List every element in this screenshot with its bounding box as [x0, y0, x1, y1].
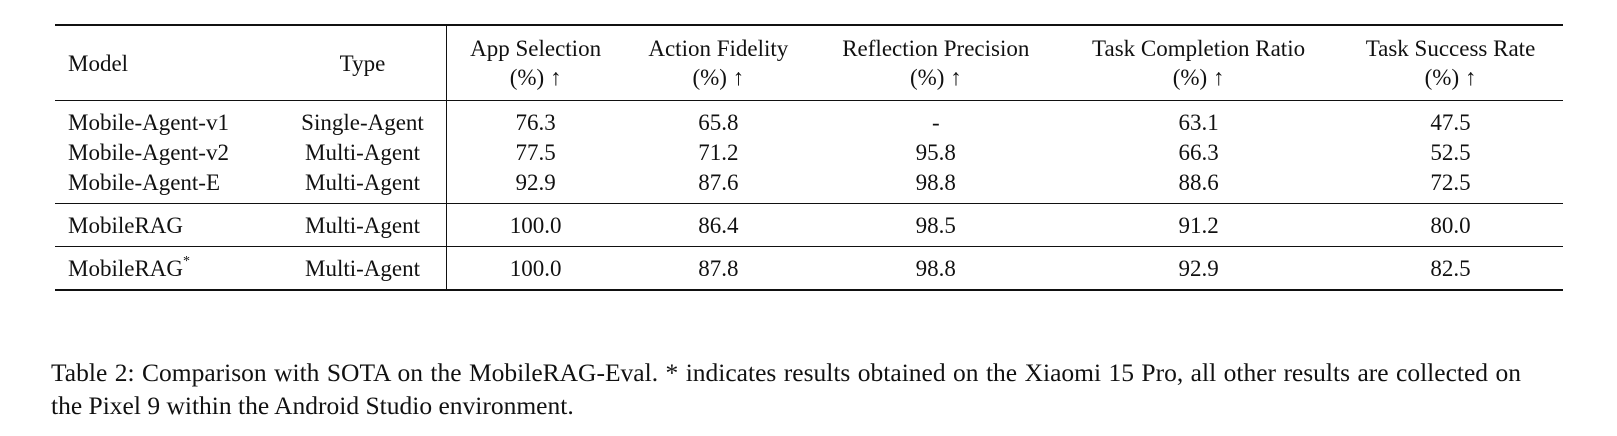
header-app-selection-title: App Selection [470, 36, 602, 61]
cell-task-completion-ratio: 88.6 [1178, 169, 1219, 195]
header-task-success-rate: Task Success Rate (%) ↑ [1338, 25, 1563, 101]
table-row: MobileRAG Multi-Agent 100.0 86.4 98.5 91… [55, 203, 1563, 247]
cell-action-fidelity: 87.6 [698, 169, 739, 195]
results-table: Model Type App Selection (%) ↑ Action Fi… [55, 24, 1563, 291]
table-row: Mobile-Agent-v1 Single-Agent 76.3 65.8 -… [55, 100, 1563, 137]
header-action-fidelity-unit: (%) ↑ [692, 65, 745, 90]
header-reflection-precision-unit: (%) ↑ [909, 65, 962, 90]
cell-task-completion-ratio: 92.9 [1178, 255, 1219, 281]
header-model: Model [68, 50, 129, 76]
cell-app-selection: 76.3 [515, 109, 556, 135]
cell-task-success-rate: 52.5 [1430, 139, 1471, 165]
cell-app-selection: 92.9 [515, 169, 556, 195]
cell-app-selection: 77.5 [515, 139, 556, 165]
cell-task-completion-ratio: 63.1 [1178, 109, 1219, 135]
cell-app-selection: 100.0 [509, 255, 562, 281]
cell-type: Multi-Agent [279, 246, 447, 290]
table-row: MobileRAG* Multi-Agent 100.0 87.8 98.8 9… [55, 246, 1563, 291]
cell-action-fidelity: 86.4 [698, 212, 739, 238]
cell-reflection-precision: 98.5 [915, 212, 956, 238]
table-header-row: Model Type App Selection (%) ↑ Action Fi… [55, 25, 1563, 101]
header-task-completion-ratio-unit: (%) ↑ [1172, 65, 1225, 90]
cell-task-success-rate: 72.5 [1430, 169, 1471, 195]
cell-task-completion-ratio: 66.3 [1178, 139, 1219, 165]
cell-app-selection: 100.0 [509, 212, 562, 238]
header-task-success-rate-title: Task Success Rate [1365, 36, 1536, 61]
cell-task-success-rate: 82.5 [1430, 255, 1471, 281]
cell-action-fidelity: 65.8 [698, 109, 739, 135]
cell-action-fidelity: 71.2 [698, 139, 739, 165]
header-app-selection-unit: (%) ↑ [509, 65, 562, 90]
cell-model: Mobile-Agent-v2 [68, 139, 229, 165]
cell-reflection-precision: 98.8 [915, 169, 956, 195]
table-caption: Table 2: Comparison with SOTA on the Mob… [51, 357, 1521, 420]
header-app-selection: App Selection (%) ↑ [447, 25, 625, 101]
cell-reflection-precision: - [931, 109, 940, 135]
header-type: Type [279, 25, 447, 101]
cell-reflection-precision: 98.8 [915, 255, 956, 281]
cell-task-success-rate: 47.5 [1430, 109, 1471, 135]
header-task-completion-ratio: Task Completion Ratio (%) ↑ [1059, 25, 1338, 101]
cell-model: Mobile-Agent-v1 [68, 109, 229, 135]
table-row: Mobile-Agent-E Multi-Agent 92.9 87.6 98.… [55, 167, 1563, 204]
header-task-completion-ratio-title: Task Completion Ratio [1092, 36, 1306, 61]
cell-type: Single-Agent [279, 100, 447, 137]
cell-action-fidelity: 87.8 [698, 255, 739, 281]
header-action-fidelity-title: Action Fidelity [648, 36, 789, 61]
table-group-mobilerag: MobileRAG Multi-Agent 100.0 86.4 98.5 91… [55, 203, 1563, 247]
results-table-container: Model Type App Selection (%) ↑ Action Fi… [55, 24, 1563, 291]
cell-model: MobileRAG* [55, 247, 279, 291]
cell-type: Multi-Agent [279, 137, 447, 167]
cell-model: Mobile-Agent-E [68, 169, 221, 195]
model-superscript: * [183, 253, 190, 269]
model-name: MobileRAG [68, 212, 183, 238]
cell-type: Multi-Agent [279, 203, 447, 247]
cell-reflection-precision: 95.8 [915, 139, 956, 165]
table-row: Mobile-Agent-v2 Multi-Agent 77.5 71.2 95… [55, 137, 1563, 167]
cell-task-success-rate: 80.0 [1430, 212, 1471, 238]
header-reflection-precision: Reflection Precision (%) ↑ [812, 25, 1059, 101]
header-action-fidelity: Action Fidelity (%) ↑ [624, 25, 812, 101]
model-name: MobileRAG [68, 255, 183, 281]
cell-model: MobileRAG [55, 204, 279, 247]
header-task-success-rate-unit: (%) ↑ [1424, 65, 1477, 90]
cell-task-completion-ratio: 91.2 [1178, 212, 1219, 238]
table-group-baselines: Mobile-Agent-v1 Single-Agent 76.3 65.8 -… [55, 100, 1563, 204]
cell-type: Multi-Agent [279, 167, 447, 204]
table-group-mobilerag-xiaomi: MobileRAG* Multi-Agent 100.0 87.8 98.8 9… [55, 246, 1563, 291]
header-reflection-precision-title: Reflection Precision [842, 36, 1030, 61]
